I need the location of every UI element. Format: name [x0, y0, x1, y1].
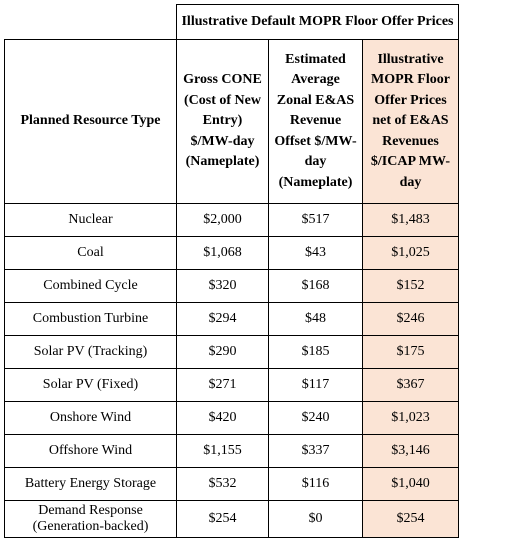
resource-type-cell: Combustion Turbine — [4, 302, 177, 336]
mopr-floor-cell: $1,025 — [362, 236, 459, 270]
mopr-floor-cell: $152 — [362, 269, 459, 303]
table-row: Offshore Wind $1,155 $337 $3,146 — [4, 434, 459, 468]
gross-cone-cell: $254 — [176, 500, 269, 538]
eas-offset-cell: $48 — [268, 302, 363, 336]
mopr-floor-cell: $1,483 — [362, 203, 459, 237]
group-header: Illustrative Default MOPR Floor Offer Pr… — [176, 4, 459, 40]
gross-cone-cell: $320 — [176, 269, 269, 303]
col-header-eas-offset: Estimated Average Zonal E&AS Revenue Off… — [268, 39, 363, 204]
gross-cone-cell: $294 — [176, 302, 269, 336]
eas-offset-cell: $517 — [268, 203, 363, 237]
mopr-floor-cell: $1,023 — [362, 401, 459, 435]
eas-offset-cell: $168 — [268, 269, 363, 303]
table-row: Nuclear $2,000 $517 $1,483 — [4, 203, 459, 237]
eas-offset-cell: $117 — [268, 368, 363, 402]
column-header-row: Planned Resource Type Gross CONE (Cost o… — [4, 39, 459, 204]
gross-cone-cell: $2,000 — [176, 203, 269, 237]
mopr-floor-cell: $367 — [362, 368, 459, 402]
table-row: Solar PV (Fixed) $271 $117 $367 — [4, 368, 459, 402]
mopr-floor-cell: $254 — [362, 500, 459, 538]
mopr-floor-cell: $3,146 — [362, 434, 459, 468]
table-row: Combustion Turbine $294 $48 $246 — [4, 302, 459, 336]
eas-offset-cell: $240 — [268, 401, 363, 435]
mopr-floor-cell: $246 — [362, 302, 459, 336]
table-row: Onshore Wind $420 $240 $1,023 — [4, 401, 459, 435]
eas-offset-cell: $43 — [268, 236, 363, 270]
gross-cone-cell: $290 — [176, 335, 269, 369]
col-header-resource-type: Planned Resource Type — [4, 39, 177, 204]
col-header-gross-cone: Gross CONE (Cost of New Entry) $/MW-day … — [176, 39, 269, 204]
resource-type-cell: Coal — [4, 236, 177, 270]
mopr-floor-offer-table: Illustrative Default MOPR Floor Offer Pr… — [4, 4, 459, 538]
resource-type-cell: Combined Cycle — [4, 269, 177, 303]
resource-type-cell: Demand Response (Generation-backed) — [4, 500, 177, 538]
table-row: Solar PV (Tracking) $290 $185 $175 — [4, 335, 459, 369]
gross-cone-cell: $420 — [176, 401, 269, 435]
resource-type-cell: Nuclear — [4, 203, 177, 237]
table-row: Coal $1,068 $43 $1,025 — [4, 236, 459, 270]
eas-offset-cell: $0 — [268, 500, 363, 538]
gross-cone-cell: $271 — [176, 368, 269, 402]
gross-cone-cell: $1,068 — [176, 236, 269, 270]
resource-type-cell: Onshore Wind — [4, 401, 177, 435]
table-row: Demand Response (Generation-backed) $254… — [4, 500, 459, 538]
eas-offset-cell: $185 — [268, 335, 363, 369]
table-row: Battery Energy Storage $532 $116 $1,040 — [4, 467, 459, 501]
mopr-floor-cell: $175 — [362, 335, 459, 369]
group-header-row: Illustrative Default MOPR Floor Offer Pr… — [4, 4, 459, 40]
resource-type-cell: Offshore Wind — [4, 434, 177, 468]
gross-cone-cell: $532 — [176, 467, 269, 501]
blank-corner-cell — [4, 4, 177, 40]
gross-cone-cell: $1,155 — [176, 434, 269, 468]
col-header-mopr-floor: Illustrative MOPR Floor Offer Prices net… — [362, 39, 459, 204]
table-row: Combined Cycle $320 $168 $152 — [4, 269, 459, 303]
resource-type-cell: Battery Energy Storage — [4, 467, 177, 501]
mopr-floor-cell: $1,040 — [362, 467, 459, 501]
resource-type-cell: Solar PV (Tracking) — [4, 335, 177, 369]
eas-offset-cell: $337 — [268, 434, 363, 468]
mopr-table-container: Illustrative Default MOPR Floor Offer Pr… — [4, 4, 459, 538]
resource-type-cell: Solar PV (Fixed) — [4, 368, 177, 402]
eas-offset-cell: $116 — [268, 467, 363, 501]
